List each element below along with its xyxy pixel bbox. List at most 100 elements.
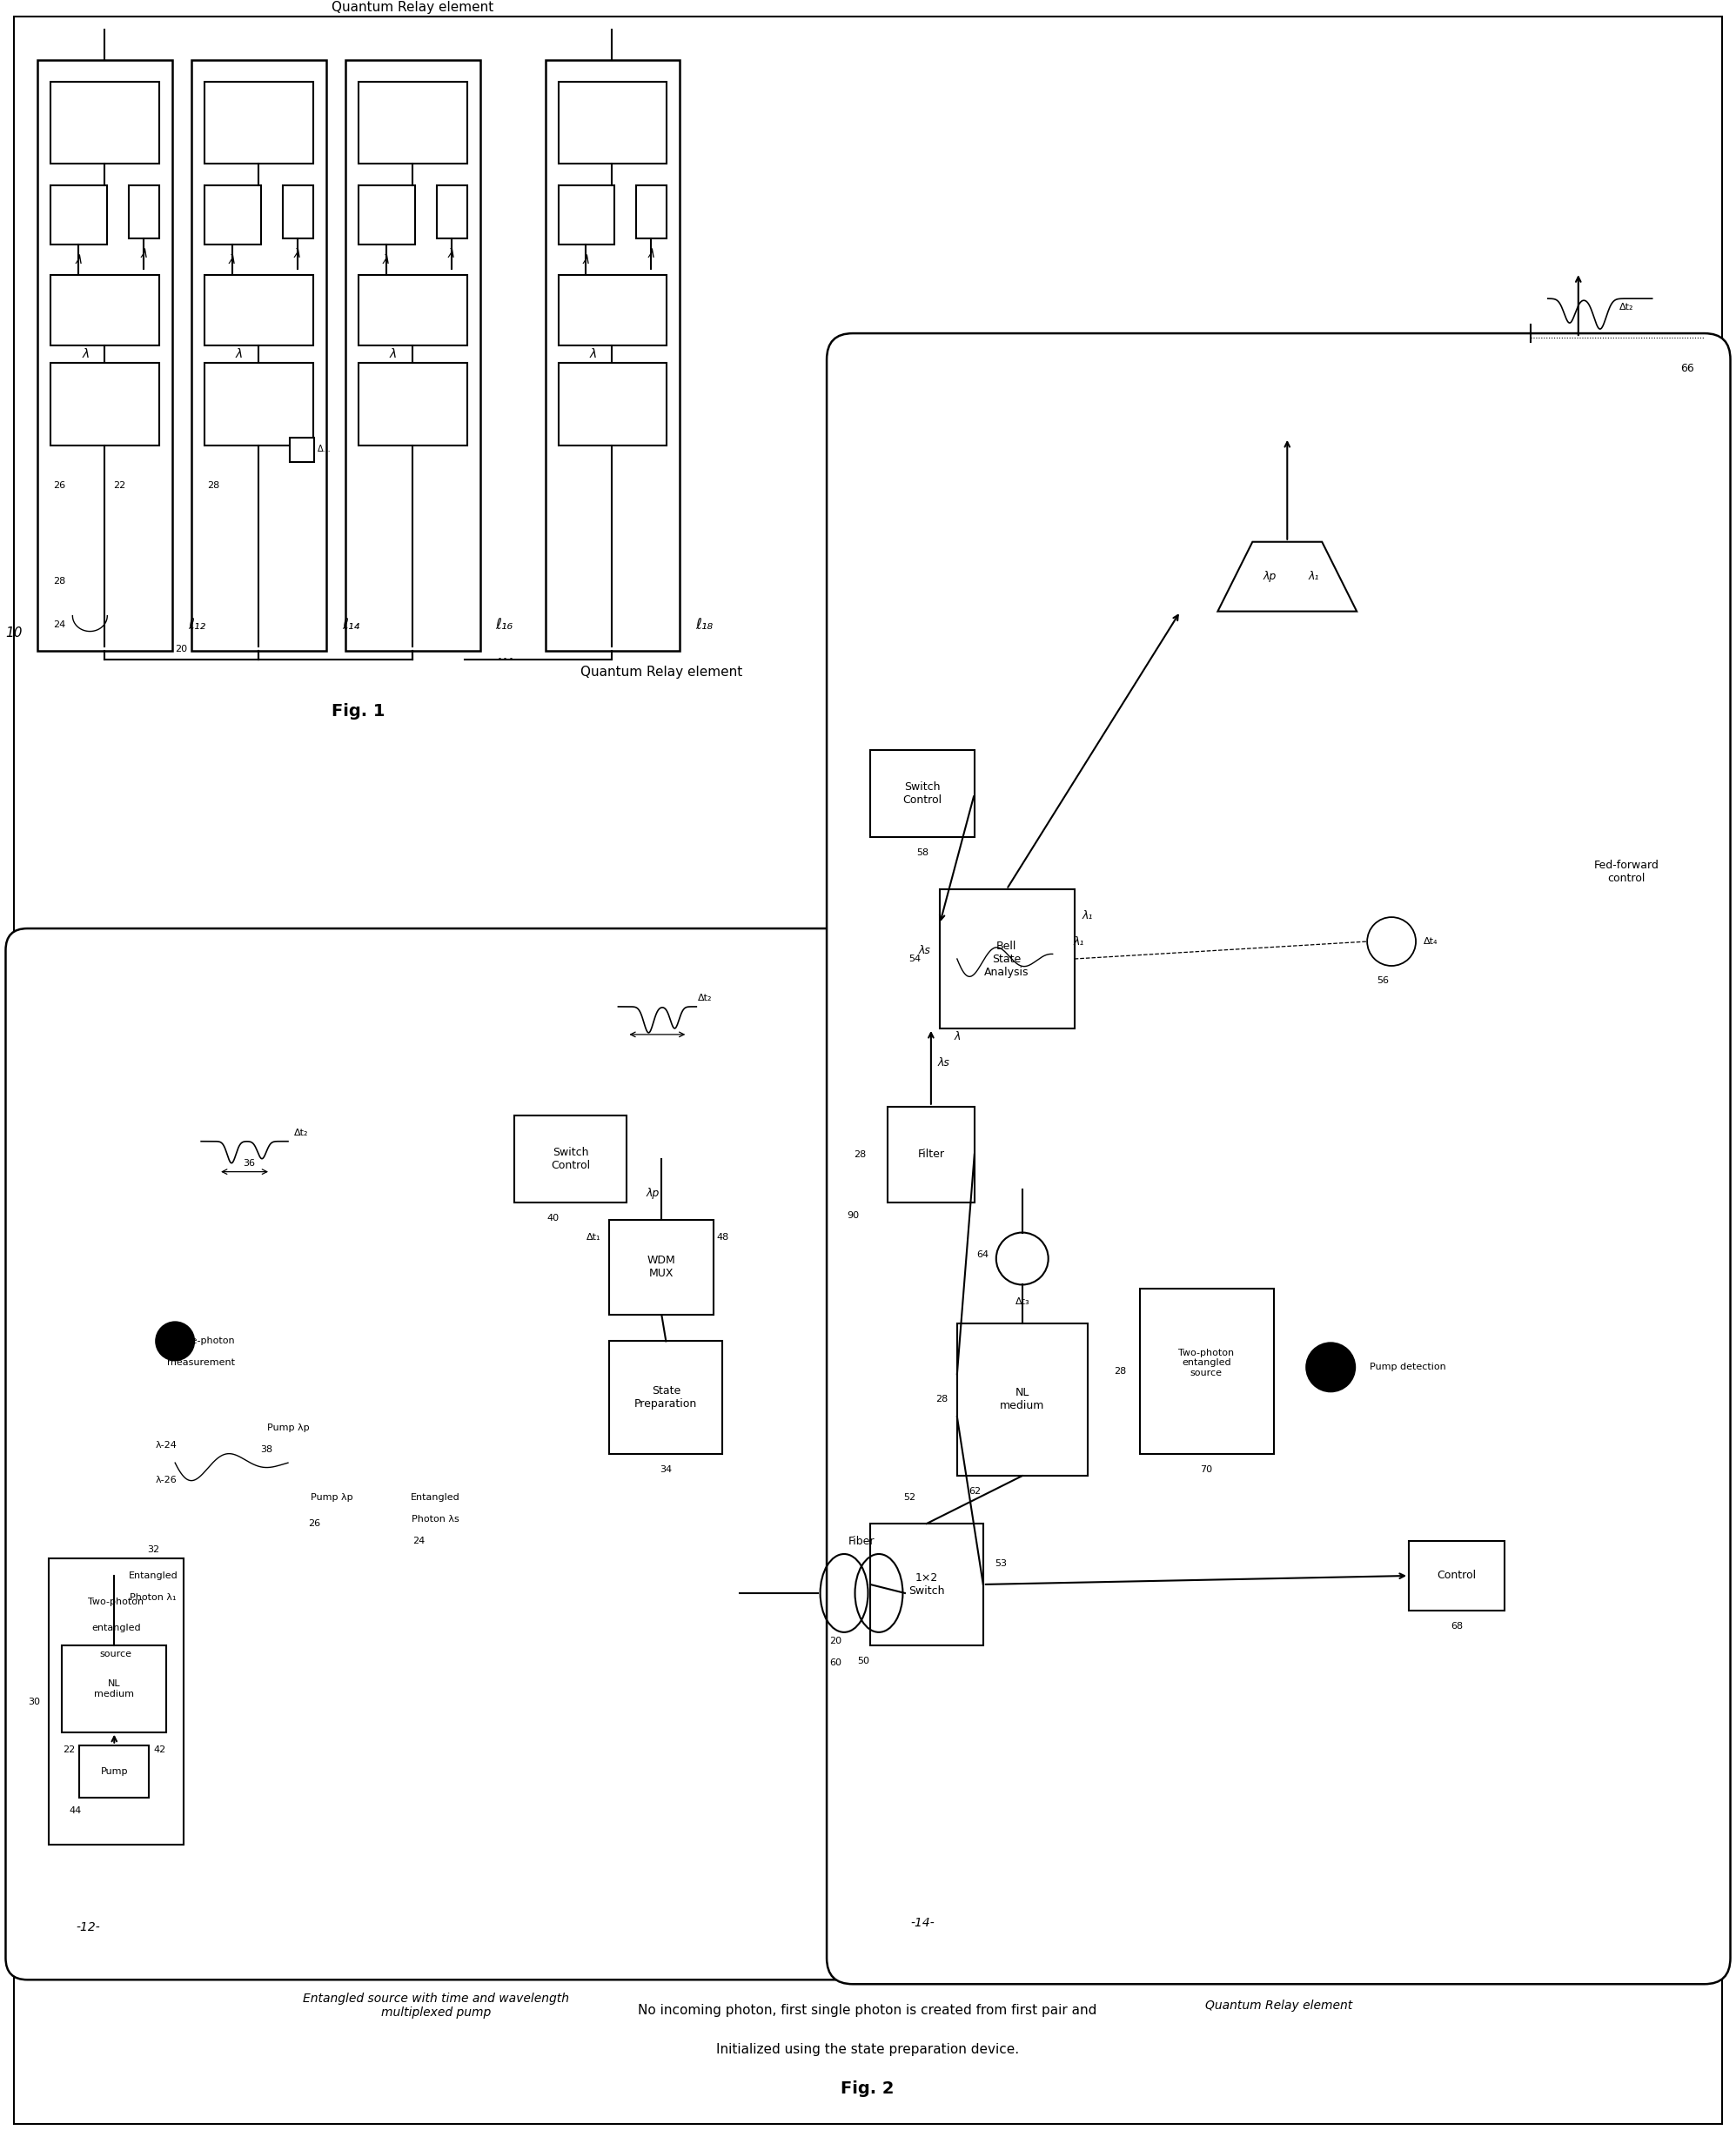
Text: 28: 28	[854, 1150, 866, 1158]
Text: λ: λ	[75, 254, 82, 267]
Text: Entangled: Entangled	[411, 1494, 460, 1502]
Text: Quantum Relay element: Quantum Relay element	[580, 665, 743, 680]
Text: 26: 26	[54, 481, 66, 489]
Text: Switch
Control: Switch Control	[903, 782, 943, 806]
Text: Two-photon
entangled
source: Two-photon entangled source	[1179, 1348, 1234, 1378]
Text: 30: 30	[28, 1697, 40, 1705]
Text: No incoming photon, first single photon is created from first pair and: No incoming photon, first single photon …	[639, 2005, 1097, 2017]
Text: 58: 58	[917, 848, 929, 857]
Text: Entangled: Entangled	[128, 1571, 179, 1579]
Text: Fed-forward
control: Fed-forward control	[1594, 859, 1658, 885]
Bar	[957, 1323, 1087, 1477]
Text: λ: λ	[448, 248, 455, 261]
Bar	[50, 276, 160, 346]
Text: Δt₂: Δt₂	[1620, 303, 1634, 312]
Text: State
Preparation: State Preparation	[635, 1385, 698, 1410]
Bar	[939, 889, 1075, 1028]
Text: 24: 24	[54, 620, 66, 628]
Text: Δt₄: Δt₄	[1424, 938, 1437, 947]
Text: ℓ₁₆: ℓ₁₆	[496, 618, 514, 633]
Text: 62: 62	[969, 1487, 981, 1496]
Text: ...: ...	[496, 645, 516, 662]
Bar	[38, 60, 172, 650]
Text: measurement: measurement	[167, 1359, 234, 1368]
Bar	[49, 1558, 184, 1844]
Text: Pump λp: Pump λp	[311, 1494, 352, 1502]
Bar	[62, 1645, 167, 1733]
Text: 28: 28	[207, 481, 220, 489]
Text: λ: λ	[953, 1032, 960, 1043]
Text: Fig. 1: Fig. 1	[332, 703, 385, 720]
Bar	[1139, 1289, 1274, 1453]
Text: Pump λp: Pump λp	[267, 1423, 309, 1432]
Text: Δt₁: Δt₁	[587, 1233, 601, 1242]
Text: Δ...: Δ...	[318, 444, 332, 453]
Text: λs: λs	[918, 945, 930, 955]
Bar	[1410, 1541, 1505, 1611]
Text: λp: λp	[1264, 571, 1276, 581]
Text: λ: λ	[236, 348, 243, 361]
Bar	[358, 81, 467, 165]
Text: 24: 24	[411, 1537, 425, 1545]
Text: 1×2
Switch: 1×2 Switch	[908, 1573, 944, 1596]
Text: -14-: -14-	[910, 1917, 934, 1930]
Text: Quantum Relay element: Quantum Relay element	[332, 0, 493, 15]
Text: Δt₃: Δt₃	[1016, 1297, 1029, 1306]
Text: Switch
Control: Switch Control	[550, 1148, 590, 1171]
Text: 34: 34	[660, 1466, 672, 1475]
Text: 26: 26	[307, 1519, 319, 1528]
Bar	[609, 1220, 713, 1314]
Text: 44: 44	[69, 1806, 82, 1814]
Text: ℓ₁₈: ℓ₁₈	[696, 618, 713, 633]
Text: 28: 28	[54, 577, 66, 586]
Text: 56: 56	[1377, 977, 1389, 985]
Bar	[358, 186, 415, 246]
Text: λs: λs	[937, 1058, 950, 1068]
Text: Photon λs: Photon λs	[411, 1515, 460, 1524]
Text: WDM
MUX: WDM MUX	[648, 1254, 675, 1280]
Text: 20: 20	[175, 645, 187, 654]
Text: -12-: -12-	[76, 1921, 101, 1934]
Text: λ₁: λ₁	[1307, 571, 1319, 581]
Text: 22: 22	[113, 481, 125, 489]
Text: λ₁: λ₁	[1082, 910, 1092, 921]
Bar	[514, 1116, 627, 1203]
Bar	[205, 276, 312, 346]
Text: λ: λ	[583, 254, 590, 267]
Bar	[50, 186, 108, 246]
Text: 54: 54	[908, 955, 920, 964]
Text: 10: 10	[5, 626, 23, 639]
Text: 64: 64	[977, 1250, 990, 1259]
Text: 22: 22	[62, 1746, 75, 1754]
Bar	[205, 81, 312, 165]
Text: Control: Control	[1437, 1571, 1476, 1581]
Text: λp: λp	[646, 1188, 660, 1199]
Text: 90: 90	[847, 1212, 859, 1220]
Bar	[609, 1342, 722, 1453]
Text: 36: 36	[243, 1158, 255, 1167]
Bar	[205, 186, 260, 246]
Bar	[345, 60, 481, 650]
Text: 60: 60	[830, 1658, 842, 1667]
Text: ℓ₁₄: ℓ₁₄	[342, 618, 359, 633]
Text: λ₁: λ₁	[1073, 936, 1083, 947]
Text: λ: λ	[382, 254, 391, 267]
Bar	[559, 186, 615, 246]
Text: λ: λ	[229, 254, 236, 267]
Text: Fiber: Fiber	[849, 1534, 875, 1547]
Circle shape	[1307, 1342, 1356, 1391]
Text: NL
medium: NL medium	[94, 1680, 134, 1699]
Text: λ: λ	[82, 348, 89, 361]
Bar	[559, 276, 667, 346]
Text: 52: 52	[903, 1494, 915, 1502]
Bar	[887, 1107, 974, 1203]
Text: Entangled source with time and wavelength
multiplexed pump: Entangled source with time and wavelengt…	[302, 1992, 569, 2019]
Text: 40: 40	[547, 1214, 559, 1222]
Text: λ: λ	[389, 348, 398, 361]
Text: λ-24: λ-24	[156, 1440, 177, 1449]
Text: 38: 38	[260, 1445, 273, 1453]
Text: 32: 32	[148, 1545, 160, 1554]
Text: λ: λ	[590, 348, 597, 361]
Text: Bell
State
Analysis: Bell State Analysis	[984, 940, 1029, 977]
Text: 68: 68	[1451, 1622, 1463, 1631]
